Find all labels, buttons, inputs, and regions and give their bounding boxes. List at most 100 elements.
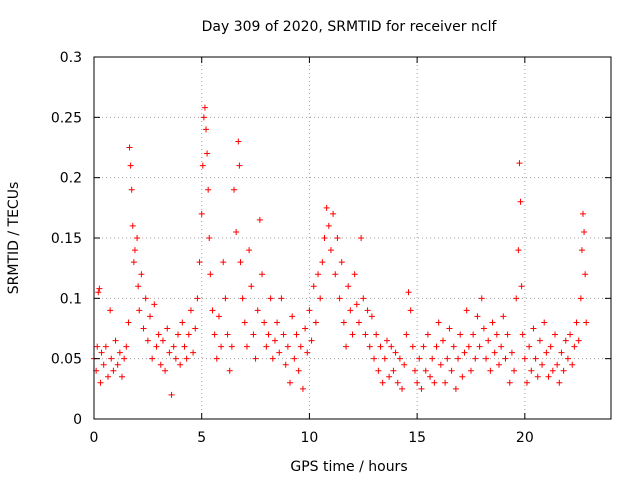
data-point [478, 295, 485, 302]
data-point [327, 247, 334, 254]
data-point [422, 367, 429, 374]
data-point [511, 367, 518, 374]
data-point [474, 313, 481, 320]
data-point [450, 343, 457, 350]
data-point [170, 343, 177, 350]
data-point [185, 331, 192, 338]
data-point [383, 337, 390, 344]
data-point [220, 259, 227, 266]
x-tick-label: 20 [516, 430, 534, 446]
data-point [319, 259, 326, 266]
y-tick-label: 0.1 [60, 291, 82, 307]
data-point [403, 331, 410, 338]
data-point [521, 355, 528, 362]
data-point [444, 355, 451, 362]
data-point [261, 319, 268, 326]
data-point [463, 307, 470, 314]
data-point [345, 283, 352, 290]
data-point [187, 307, 194, 314]
data-point [129, 222, 136, 229]
data-point [530, 325, 537, 332]
tick-labels: 0 5 10 15 20 0 0.05 0.1 0.15 0.2 0.25 0.3 [51, 50, 534, 446]
data-point [543, 349, 550, 356]
data-point [177, 361, 184, 368]
data-point [405, 289, 412, 296]
data-point [420, 343, 427, 350]
data-point [95, 289, 102, 296]
data-point [172, 355, 179, 362]
data-point [424, 331, 431, 338]
data-point [246, 247, 253, 254]
data-point [192, 325, 199, 332]
data-point [276, 349, 283, 356]
data-point [153, 343, 160, 350]
data-point [567, 331, 574, 338]
data-point [237, 259, 244, 266]
data-point [416, 355, 423, 362]
data-point [569, 361, 576, 368]
data-point [94, 343, 101, 350]
data-point [282, 361, 289, 368]
data-point [263, 343, 270, 350]
y-tick-label: 0.15 [51, 231, 82, 247]
data-point [446, 325, 453, 332]
data-point [371, 355, 378, 362]
data-point [284, 343, 291, 350]
data-point [222, 295, 229, 302]
data-point [107, 307, 114, 314]
data-point [470, 331, 477, 338]
data-point [578, 247, 585, 254]
data-point [427, 373, 434, 380]
data-points [91, 104, 590, 398]
data-point [136, 307, 143, 314]
data-point [302, 325, 309, 332]
data-point [493, 331, 500, 338]
data-point [485, 337, 492, 344]
data-point [317, 295, 324, 302]
data-point [560, 367, 567, 374]
data-point [166, 349, 173, 356]
x-tick-label: 10 [301, 430, 319, 446]
data-point [269, 355, 276, 362]
data-point [126, 144, 133, 151]
data-point [583, 319, 590, 326]
data-point [183, 355, 190, 362]
data-point [218, 343, 225, 350]
data-point [515, 247, 522, 254]
data-point [267, 295, 274, 302]
data-point [508, 349, 515, 356]
data-point [526, 343, 533, 350]
data-point [114, 361, 121, 368]
y-tick-label: 0.2 [60, 171, 82, 187]
data-point [325, 222, 332, 229]
data-point [213, 355, 220, 362]
data-point [448, 367, 455, 374]
data-point [467, 367, 474, 374]
data-point [256, 216, 263, 223]
data-point [330, 210, 337, 217]
data-point [162, 367, 169, 374]
data-point [235, 138, 242, 145]
data-point [226, 367, 233, 374]
data-point [198, 210, 205, 217]
data-point [517, 198, 524, 205]
data-point [392, 349, 399, 356]
data-point [366, 343, 373, 350]
data-point [480, 325, 487, 332]
data-point [523, 379, 530, 386]
data-point [399, 385, 406, 392]
data-point [577, 295, 584, 302]
data-point [215, 313, 222, 320]
data-point [581, 228, 588, 235]
data-point [135, 283, 142, 290]
data-point [418, 385, 425, 392]
data-point [502, 355, 509, 362]
data-point [373, 331, 380, 338]
data-point [579, 210, 586, 217]
data-point [228, 343, 235, 350]
data-point [190, 349, 197, 356]
data-point [151, 301, 158, 308]
data-point [519, 331, 526, 338]
data-point [491, 349, 498, 356]
data-point [536, 337, 543, 344]
